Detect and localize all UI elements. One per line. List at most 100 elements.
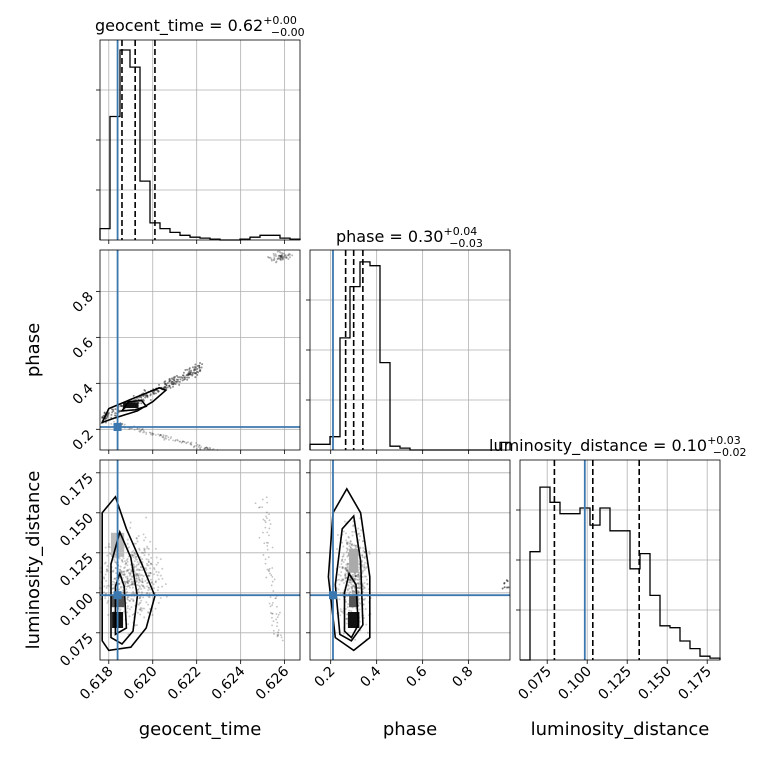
scatter-point: [347, 554, 350, 557]
scatter-point: [104, 597, 107, 600]
scatter-point: [140, 609, 143, 612]
scatter-point: [276, 625, 278, 628]
scatter-point: [143, 431, 146, 433]
scatter-point: [258, 506, 260, 509]
scatter-point: [139, 601, 142, 604]
scatter-point: [123, 574, 126, 577]
scatter-point: [143, 548, 146, 551]
scatter-point: [164, 436, 167, 439]
scatter-point: [106, 601, 109, 604]
scatter-point: [135, 580, 138, 583]
scatter-point: [354, 575, 357, 578]
scatter-point: [127, 546, 130, 549]
scatter-point: [182, 440, 184, 443]
scatter-point: [351, 590, 354, 593]
scatter-point: [353, 585, 356, 588]
scatter-point: [351, 534, 354, 537]
scatter-point: [125, 562, 128, 565]
scatter-point: [160, 434, 162, 437]
scatter-point: [147, 564, 150, 567]
scatter-point: [148, 596, 151, 599]
scatter-point: [142, 394, 145, 397]
scatter-point: [103, 562, 106, 565]
scatter-point: [121, 589, 124, 592]
scatter-point: [106, 569, 109, 572]
scatter-point: [131, 613, 134, 616]
scatter-point: [346, 566, 349, 569]
scatter-point: [132, 590, 135, 593]
scatter-point: [358, 538, 361, 541]
scatter-point: [130, 583, 133, 586]
scatter-point: [362, 585, 365, 588]
scatter-point: [149, 394, 152, 397]
scatter-point: [350, 543, 353, 546]
scatter-point: [112, 570, 115, 573]
scatter-point: [506, 580, 509, 583]
scatter-point: [349, 540, 352, 543]
scatter-point: [198, 364, 201, 367]
scatter-point: [104, 573, 107, 576]
scatter-point: [154, 434, 157, 436]
scatter-point: [119, 585, 122, 588]
scatter-point: [126, 577, 129, 580]
scatter-point: [103, 585, 106, 588]
scatter-point: [157, 601, 160, 604]
scatter-point: [344, 568, 347, 571]
scatter-point: [150, 563, 153, 566]
scatter-point: [164, 386, 167, 389]
scatter-point: [363, 582, 366, 585]
scatter-point: [149, 398, 152, 401]
scatter-point: [269, 612, 272, 614]
scatter-point: [134, 556, 137, 559]
scatter-point: [344, 577, 347, 580]
scatter-point: [130, 598, 133, 601]
scatter-point: [125, 562, 128, 565]
scatter-point: [135, 537, 138, 540]
contour-line: [120, 399, 148, 412]
scatter-point: [122, 566, 125, 569]
scatter-point: [147, 611, 150, 614]
scatter-point: [344, 577, 347, 580]
scatter-point: [162, 434, 165, 437]
scatter-point: [209, 447, 212, 450]
scatter-point: [160, 434, 162, 436]
scatter-point: [171, 382, 174, 385]
scatter-point: [122, 573, 125, 576]
scatter-point: [145, 558, 148, 561]
scatter-point: [342, 553, 345, 556]
scatter-point: [503, 582, 506, 585]
scatter-point: [268, 513, 270, 516]
scatter-point: [193, 365, 196, 368]
scatter-point: [193, 445, 196, 447]
scatter-point: [338, 598, 341, 601]
scatter-point: [142, 431, 144, 434]
x-tick-label: 0.618: [77, 664, 117, 704]
scatter-point: [146, 582, 149, 585]
scatter-point: [206, 446, 208, 449]
scatter-point: [269, 596, 272, 598]
scatter-point: [363, 598, 366, 601]
scatter-point: [345, 569, 348, 572]
scatter-point: [358, 562, 361, 565]
scatter-point: [351, 530, 354, 533]
scatter-point: [358, 608, 361, 611]
scatter-point: [148, 431, 151, 434]
scatter-point: [265, 576, 268, 579]
scatter-point: [159, 558, 162, 561]
scatter-point: [288, 256, 291, 259]
scatter-point: [126, 607, 129, 610]
scatter-point: [346, 588, 349, 591]
scatter-point: [186, 368, 189, 371]
scatter-point: [344, 574, 347, 577]
scatter-point: [143, 551, 146, 554]
scatter-point: [344, 532, 347, 535]
scatter-point: [191, 371, 194, 374]
scatter-point: [137, 591, 140, 594]
scatter-point: [149, 571, 152, 574]
scatter-point: [141, 591, 144, 594]
scatter-point: [136, 573, 139, 576]
scatter-point: [275, 618, 278, 621]
scatter-point: [280, 636, 283, 639]
scatter-point: [154, 547, 157, 550]
scatter-point: [158, 434, 161, 437]
